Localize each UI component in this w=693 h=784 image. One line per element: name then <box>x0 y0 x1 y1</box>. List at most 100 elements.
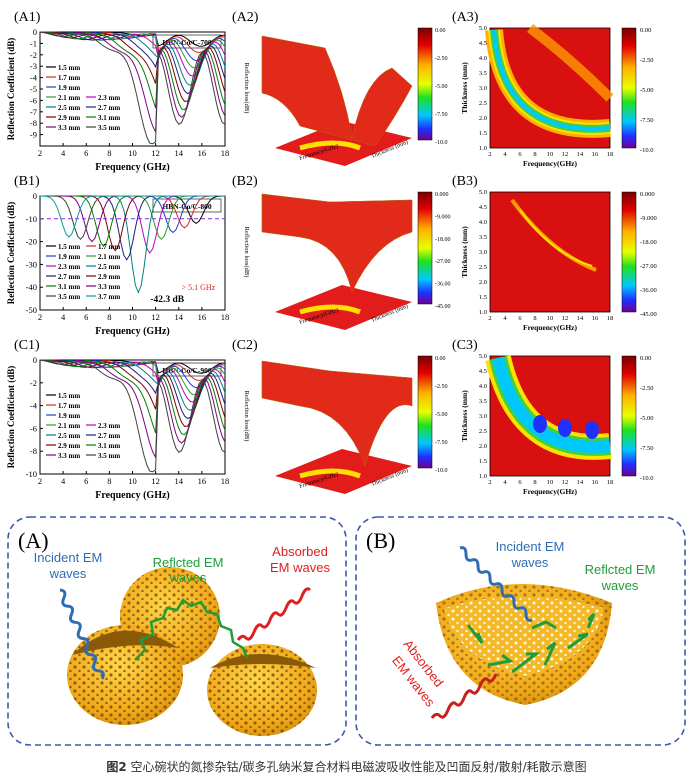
x-tick-label: 12 <box>151 148 160 158</box>
absorbed-label-a-2: EM waves <box>270 560 330 575</box>
legend-label: 2.7 mm <box>98 104 120 112</box>
y-tick-label: 2.0 <box>479 279 487 286</box>
y-tick-label: 1.0 <box>479 309 487 316</box>
colorbar-tick: 0.00 <box>640 355 651 362</box>
colorbar-tick: -7.50 <box>640 445 654 452</box>
x-tick-label: 16 <box>592 479 599 486</box>
scheme-b-label: (B) <box>366 528 395 553</box>
sample-name: HBN-Co/C-900 <box>162 366 211 375</box>
x-tick-label: 18 <box>607 151 614 158</box>
y-tick-label: 3.5 <box>479 70 487 77</box>
colorbar-tick: -5.00 <box>435 84 448 90</box>
x-tick-label: 18 <box>607 479 614 486</box>
y-tick-label: 3.0 <box>479 249 487 256</box>
y-tick-label: -2 <box>30 378 37 388</box>
y-tick-label: 5.0 <box>479 25 487 32</box>
legend-label: 3.1 mm <box>98 114 120 122</box>
colorbar-tick: -36.00 <box>640 287 657 294</box>
y-tick-label: -20 <box>26 237 37 247</box>
surface-mesh <box>261 360 413 467</box>
y-tick-label: 1.0 <box>479 473 487 480</box>
x-tick-label: 8 <box>533 315 536 322</box>
contour-minimum <box>585 421 599 439</box>
legend-label: 2.7 mm <box>58 273 80 281</box>
legend-label: 2.1 mm <box>58 94 80 102</box>
y-axis-label: Thickness (mm) <box>460 226 469 278</box>
surface-3d-panels: (A2)Reflection loss(dB)Frequency(GHz) Thi… <box>232 10 451 494</box>
x-tick-label: 14 <box>175 312 184 322</box>
y-tick-label: -9 <box>30 130 37 140</box>
x-tick-label: 10 <box>128 312 137 322</box>
x-axis-label: Frequency (GHz) <box>95 162 170 173</box>
y-tick-label: 4.0 <box>479 55 487 62</box>
colorbar <box>621 355 637 477</box>
colorbar <box>417 355 433 469</box>
series-line <box>39 359 226 460</box>
legend-label: 2.3 mm <box>98 94 120 102</box>
x-tick-label: 10 <box>128 476 137 486</box>
y-tick-label: -6 <box>30 423 37 433</box>
legend-label: 3.1 mm <box>58 283 80 291</box>
legend-label: 2.9 mm <box>58 442 80 450</box>
x-axis-label: Frequency (GHz) <box>95 326 170 337</box>
scheme-b: (B) Incident EM waves Reflcted EM waves … <box>355 516 686 746</box>
y-tick-label: 1.5 <box>479 458 487 465</box>
x-tick-label: 6 <box>84 312 88 322</box>
legend: 1.5 mm 1.7 mm 1.9 mm 2.1 mm 2.3 mm 2.5 mm 2.7 … <box>46 64 120 132</box>
series-line <box>39 359 226 473</box>
legend: 1.5 mm 1.7 mm 1.9 mm 2.1 mm 2.3 mm 2.5 mm 2.7 … <box>46 243 120 301</box>
colorbar-tick: -2.50 <box>640 385 654 392</box>
colorbar-tick: -18.00 <box>640 239 657 246</box>
legend-label: 1.7 mm <box>58 402 80 410</box>
x-tick-label: 18 <box>221 312 230 322</box>
reflected-wave-a <box>134 598 249 661</box>
y-tick-label: -30 <box>26 259 37 269</box>
y-tick-label: 1.5 <box>479 130 487 137</box>
x-tick-label: 6 <box>518 151 522 158</box>
legend-label: 3.3 mm <box>58 452 80 460</box>
absorbed-label-a-1: Absorbed <box>272 544 328 559</box>
incident-label-a-2: waves <box>49 566 87 581</box>
x-tick-label: 6 <box>84 148 88 158</box>
x-tick-label: 6 <box>518 315 522 322</box>
floor-band <box>299 140 361 151</box>
x-tick-label: 6 <box>84 476 88 486</box>
x-tick-label: 16 <box>198 148 207 158</box>
legend-label: 3.5 mm <box>58 293 80 301</box>
colorbar-tick: -9.000 <box>640 215 657 222</box>
surface-highlight <box>261 193 413 293</box>
bandwidth-label: > 5.1 GHz <box>182 283 216 292</box>
x-tick-label: 14 <box>175 476 184 486</box>
y-tick-label: 1.5 <box>479 294 487 301</box>
legend-label: 3.5 mm <box>98 124 120 132</box>
y-tick-label: 1.0 <box>479 145 487 152</box>
colorbar-tick: 0.00 <box>640 27 651 34</box>
colorbar-tick: 0.00 <box>435 28 446 34</box>
legend-label: 1.5 mm <box>58 64 80 72</box>
x-tick-label: 12 <box>562 479 569 486</box>
sample-tag: HBN-Co/C-800 <box>152 198 222 213</box>
legend-label: 3.7 mm <box>98 293 120 301</box>
caption-number: 图2 <box>106 760 127 774</box>
x-tick-label: 14 <box>577 479 584 486</box>
chart-c1: (C1) 2 4 6 8 10 12 14 16 18 0 -2 -4 -6 -8 -10 Frequency … <box>6 338 229 501</box>
y-tick-label: 2.0 <box>479 443 487 450</box>
surface-b2: (B2)Reflection loss(dB)Frequency(GHz) Thi… <box>232 174 451 330</box>
contour-band <box>519 209 593 267</box>
y-tick-label: -50 <box>26 305 37 315</box>
incident-wave-a <box>59 588 105 680</box>
y-axis-label: Reflection Coefficient (dB) <box>6 202 16 304</box>
x-tick-label: 16 <box>592 151 599 158</box>
map-background <box>489 191 611 313</box>
colorbar-tick: -9.000 <box>435 214 451 220</box>
y-tick-label: -2 <box>30 50 37 60</box>
series-line <box>39 195 225 238</box>
colorbar <box>417 191 433 305</box>
y-tick-label: 2.5 <box>479 428 487 435</box>
surface-mesh <box>261 35 413 147</box>
y-tick-label: -5 <box>30 84 37 94</box>
chart-b1: (B1) 2 4 6 8 10 12 14 16 18 0 -10 -20 -30 -40 -50 Freque… <box>6 174 229 337</box>
incident-label-a-1: Incident EM <box>34 550 103 565</box>
scheme-b-frame <box>355 516 686 746</box>
line-chart-panels: (A1)2 4 6 8 10 12 14 16 180-1-2-3-4-5-6-7-8-9Fre… <box>6 10 229 501</box>
